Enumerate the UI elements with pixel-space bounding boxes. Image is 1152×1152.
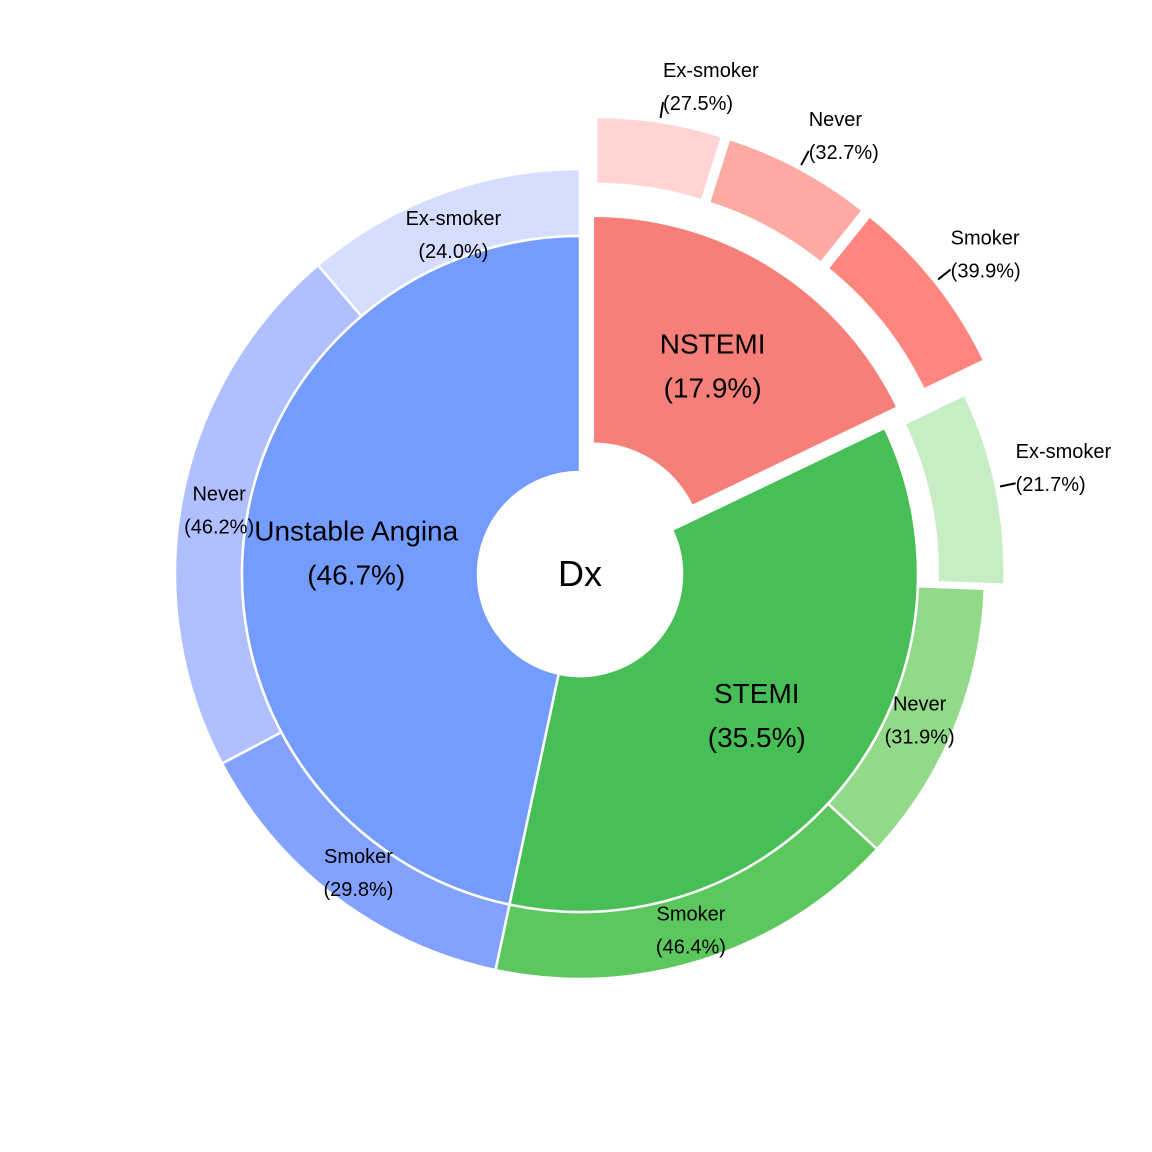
inner-label-stemi: STEMI [714,678,800,709]
outer-label-stemi-ex-smoker: Ex-smoker [1016,441,1112,463]
outer-label-nstemi-ex-smoker: Ex-smoker [663,60,759,82]
outer-pct-stemi-smoker: (46.4%) [656,936,726,958]
inner-slice-nstemi [591,214,900,508]
outer-pct-stemi-ex-smoker: (21.7%) [1016,474,1086,496]
inner-label-unstable-angina: Unstable Angina [254,515,458,546]
outer-slice-nstemi-never [707,137,865,265]
outer-label-nstemi-smoker: Smoker [951,227,1020,249]
leader-line-nstemi-smoker [937,268,952,281]
inner-label-nstemi: NSTEMI [660,328,766,359]
outer-label-nstemi-never: Never [809,109,863,131]
inner-pct-unstable-angina: (46.7%) [307,559,405,590]
center-hole [478,472,682,676]
center-label: Dx [558,553,602,594]
outer-slice-stemi-ex-smoker [902,393,1006,586]
outer-pct-nstemi-never: (32.7%) [809,142,879,164]
outer-label-stemi-never: Never [893,693,947,715]
outer-pct-unstable-angina-smoker: (29.8%) [323,879,393,901]
labels: NSTEMI (17.9%) Ex-smoker (27.5%) Never (32.7%… [184,60,1111,958]
outer-label-unstable-angina-smoker: Smoker [324,846,393,868]
outer-label-stemi-smoker: Smoker [656,903,725,925]
inner-pct-nstemi: (17.9%) [664,372,762,403]
leader-line-stemi-ex-smoker [999,482,1016,488]
outer-pct-unstable-angina-never: (46.2%) [184,517,254,539]
leader-line-nstemi-ex-smoker [659,101,665,119]
outer-pct-nstemi-smoker: (39.9%) [951,260,1021,282]
outer-pct-stemi-never: (31.9%) [885,726,955,748]
leader-line-nstemi-never [800,150,810,166]
outer-pct-nstemi-ex-smoker: (27.5%) [663,93,733,115]
outer-label-unstable-angina-never: Never [192,484,246,506]
leader-lines [659,101,1016,488]
outer-slice-nstemi-ex-smoker [594,115,724,202]
outer-label-unstable-angina-ex-smoker: Ex-smoker [406,208,502,230]
inner-pct-stemi: (35.5%) [708,722,806,753]
outer-pct-unstable-angina-ex-smoker: (24.0%) [418,241,488,263]
outer-slice-nstemi-smoker [825,214,986,392]
